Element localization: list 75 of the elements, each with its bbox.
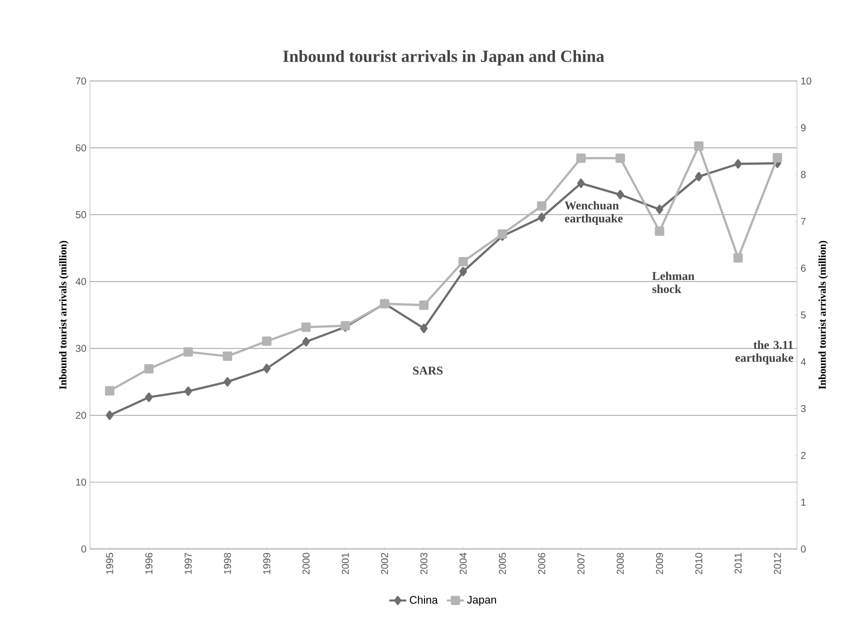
y2-tick-label: 1: [801, 498, 806, 506]
point: [538, 212, 546, 222]
y2-tick-label: 10: [801, 77, 812, 85]
point: [262, 336, 272, 346]
point: [222, 351, 232, 361]
point: [654, 226, 664, 236]
x-tick-label: 1998: [224, 552, 232, 574]
point: [144, 364, 154, 374]
point: [458, 256, 468, 266]
x-tick-label: 2011: [734, 552, 742, 574]
x-tick-label: 2000: [302, 552, 310, 574]
point: [577, 178, 585, 188]
point: [224, 377, 232, 387]
y2-tick-label: 8: [800, 171, 806, 178]
y-tick-label: 70: [76, 77, 86, 85]
annotation: the 3.11 earthquake: [735, 340, 794, 364]
point: [695, 172, 703, 182]
x-tick-label: 2004: [460, 552, 467, 574]
chart-title: Inbound tourist arrivals in Japan and China: [283, 50, 604, 66]
y-tick-label: 30: [76, 344, 86, 352]
x-tick-label: 2005: [498, 552, 506, 574]
y-tick-label: 50: [76, 211, 86, 218]
point: [184, 386, 192, 396]
x-tick-label: 2010: [695, 552, 702, 574]
x-tick-label: 2007: [577, 553, 585, 574]
y2-tick-label: 9: [801, 124, 806, 132]
annotation: SARS: [413, 366, 443, 375]
annotation: Lehman shock: [652, 272, 694, 294]
y2-tick-label: 6: [801, 264, 806, 272]
legend-label: Japan: [467, 596, 496, 606]
point: [734, 159, 742, 169]
x-tick-label: 2012: [774, 553, 781, 574]
y-tick-label: 60: [76, 144, 86, 152]
point: [694, 141, 704, 151]
x-tick-label: 2003: [420, 552, 428, 574]
x-tick-label: 1999: [263, 552, 270, 574]
y-tick-label: 10: [76, 478, 86, 486]
point: [616, 154, 625, 163]
y-tick-label: 40: [76, 278, 86, 286]
legend-label: China: [410, 596, 438, 604]
x-tick-label: 2001: [342, 552, 349, 574]
point: [576, 154, 586, 163]
point: [420, 324, 428, 334]
point: [537, 201, 546, 211]
point: [106, 410, 114, 420]
y2-tick-label: 0: [800, 545, 806, 553]
point: [145, 392, 153, 402]
x-tick-label: 1996: [145, 552, 152, 574]
x-tick-label: 2002: [381, 553, 388, 574]
point: [184, 347, 193, 357]
annotation: Wenchuan earthquake: [564, 201, 623, 225]
y2-axis-title: Inbound tourist arrivals (million): [818, 240, 828, 390]
x-tick-label: 1995: [106, 552, 114, 574]
point: [656, 204, 664, 214]
point: [262, 364, 271, 374]
point: [733, 253, 743, 263]
point: [616, 190, 624, 200]
point: [772, 153, 782, 162]
point: [302, 337, 310, 346]
point: [459, 266, 467, 276]
y-tick-label: 20: [76, 412, 86, 419]
y2-tick-label: 3: [800, 405, 806, 412]
x-tick-label: 2006: [538, 552, 546, 574]
y2-tick-label: 2: [801, 452, 806, 459]
point: [419, 300, 429, 310]
y2-tick-label: 4: [800, 358, 806, 366]
y-tick-label: 0: [81, 545, 86, 553]
point: [104, 386, 114, 396]
x-tick-label: 2008: [616, 552, 624, 574]
y-axis-title: Inbound tourist arrivals (million): [59, 240, 69, 390]
y2-tick-label: 5: [800, 312, 806, 318]
x-tick-label: 1997: [184, 553, 192, 574]
y2-tick-label: 7: [801, 218, 806, 225]
point: [301, 322, 311, 332]
x-tick-label: 2009: [656, 552, 664, 574]
